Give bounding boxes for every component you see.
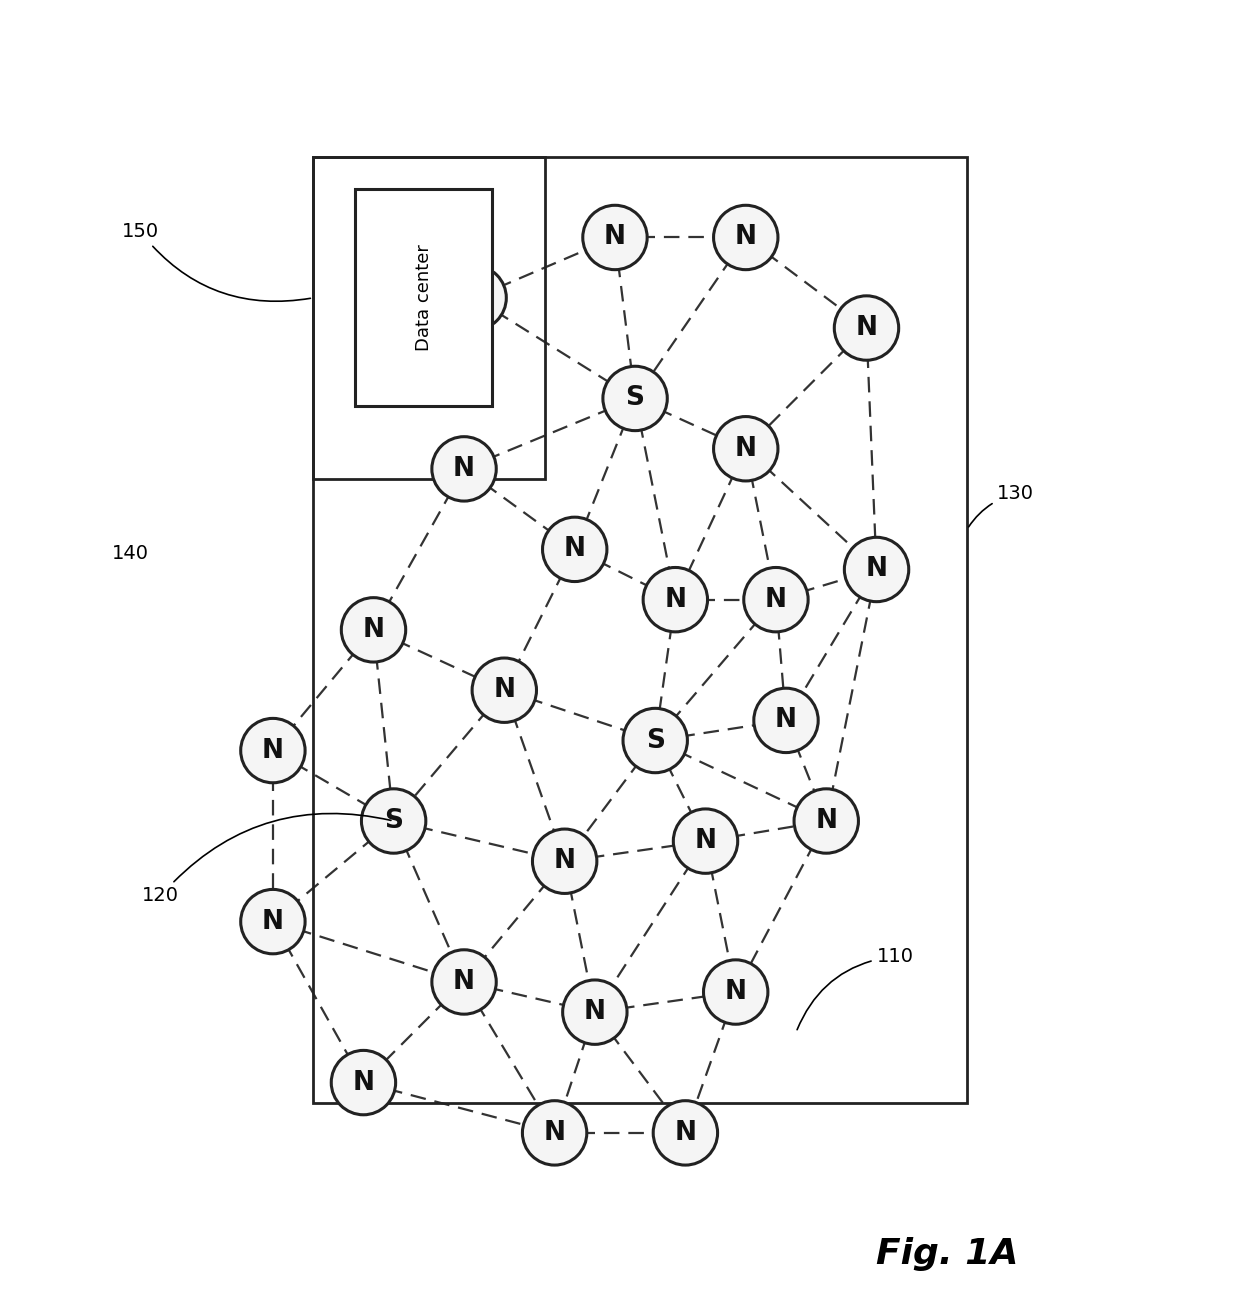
Text: N: N xyxy=(665,587,686,613)
Text: S: S xyxy=(646,727,665,753)
Text: S: S xyxy=(384,808,403,834)
Text: N: N xyxy=(866,557,888,583)
Text: N: N xyxy=(694,828,717,854)
Circle shape xyxy=(361,789,425,853)
Text: N: N xyxy=(543,1120,565,1146)
Circle shape xyxy=(835,296,899,360)
Circle shape xyxy=(432,950,496,1014)
Bar xyxy=(314,157,544,479)
Circle shape xyxy=(794,789,858,853)
Text: N: N xyxy=(352,1069,374,1095)
Circle shape xyxy=(713,206,777,270)
Text: 140: 140 xyxy=(112,545,149,563)
FancyBboxPatch shape xyxy=(356,189,492,406)
Circle shape xyxy=(713,417,777,481)
Circle shape xyxy=(603,367,667,431)
Text: Fig. 1A: Fig. 1A xyxy=(875,1237,1018,1271)
Text: N: N xyxy=(735,436,756,461)
Circle shape xyxy=(241,718,305,783)
Text: N: N xyxy=(453,456,475,482)
Circle shape xyxy=(543,517,606,582)
Circle shape xyxy=(583,206,647,270)
Text: N: N xyxy=(735,224,756,250)
Text: N: N xyxy=(856,314,878,341)
Text: N: N xyxy=(362,617,384,643)
Text: 120: 120 xyxy=(143,814,391,905)
Text: 150: 150 xyxy=(122,223,310,301)
Text: N: N xyxy=(262,909,284,934)
Circle shape xyxy=(563,980,627,1044)
Circle shape xyxy=(744,567,808,631)
Circle shape xyxy=(532,829,596,893)
Text: S: S xyxy=(626,385,645,411)
Text: 130: 130 xyxy=(968,485,1034,527)
Text: N: N xyxy=(604,224,626,250)
Text: N: N xyxy=(775,707,797,734)
Circle shape xyxy=(341,597,405,662)
Text: N: N xyxy=(584,1000,606,1026)
Text: N: N xyxy=(262,738,284,764)
Circle shape xyxy=(622,709,687,773)
Circle shape xyxy=(441,266,506,330)
Text: N: N xyxy=(453,969,475,996)
Circle shape xyxy=(703,960,768,1024)
Text: N: N xyxy=(463,284,485,310)
Text: N: N xyxy=(494,677,516,703)
Text: 110: 110 xyxy=(797,947,914,1030)
Circle shape xyxy=(432,436,496,500)
Circle shape xyxy=(522,1100,587,1165)
Circle shape xyxy=(673,810,738,874)
Bar xyxy=(314,157,967,1103)
Circle shape xyxy=(472,658,537,722)
Circle shape xyxy=(844,537,909,601)
Text: N: N xyxy=(815,808,837,834)
Text: Data center: Data center xyxy=(415,245,433,351)
Circle shape xyxy=(754,688,818,752)
Circle shape xyxy=(241,889,305,954)
Circle shape xyxy=(653,1100,718,1165)
Text: N: N xyxy=(675,1120,697,1146)
Text: N: N xyxy=(724,979,746,1005)
Text: N: N xyxy=(564,536,585,562)
Text: N: N xyxy=(554,849,575,874)
Circle shape xyxy=(644,567,708,631)
Circle shape xyxy=(331,1051,396,1115)
Text: N: N xyxy=(765,587,787,613)
